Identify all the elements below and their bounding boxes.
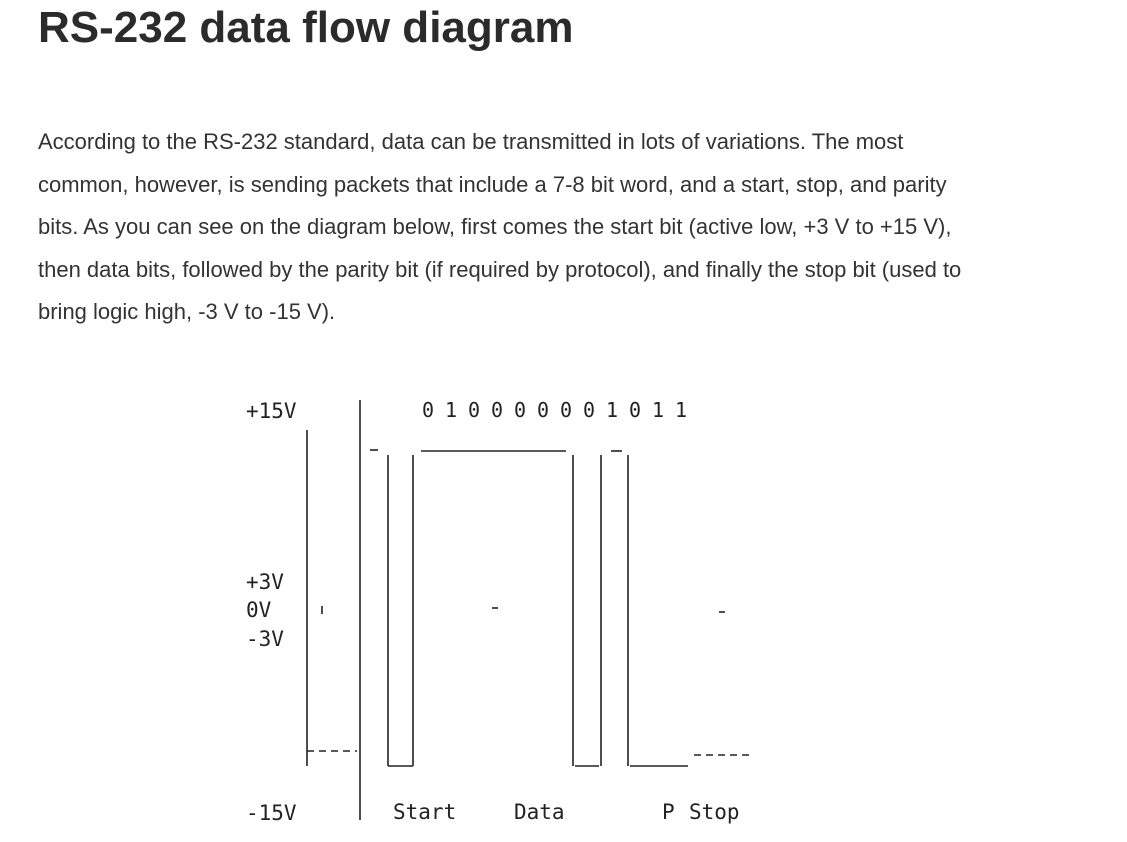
bit-0: 0 bbox=[422, 398, 434, 422]
bit-3: 0 bbox=[491, 398, 503, 422]
bit-7: 0 bbox=[583, 398, 595, 422]
bit-4: 0 bbox=[514, 398, 526, 422]
voltage-label-0v: 0V bbox=[246, 598, 272, 622]
signal-trace bbox=[306, 400, 752, 820]
label-start: Start bbox=[393, 800, 456, 824]
label-data: Data bbox=[514, 800, 565, 824]
bit-1: 1 bbox=[445, 398, 457, 422]
label-parity: P bbox=[662, 800, 675, 824]
bit-5: 0 bbox=[537, 398, 549, 422]
voltage-label-minus3: -3V bbox=[246, 627, 284, 651]
intro-paragraph: According to the RS-232 standard, data c… bbox=[38, 129, 962, 324]
label-stop: Stop bbox=[689, 800, 740, 824]
bit-10: 1 bbox=[652, 398, 664, 422]
bit-sequence: 0 1 0 0 0 0 0 0 1 0 1 1 bbox=[422, 398, 687, 422]
start-bit-pulse bbox=[387, 455, 414, 766]
voltage-label-plus3: +3V bbox=[246, 570, 284, 594]
bit-2: 0 bbox=[468, 398, 480, 422]
page-title: RS-232 data flow diagram bbox=[38, 3, 574, 52]
bit-8: 1 bbox=[606, 398, 618, 422]
bit-11: 1 bbox=[675, 398, 687, 422]
voltage-label-minus15: -15V bbox=[246, 801, 297, 825]
voltage-label-plus15: +15V bbox=[246, 399, 297, 423]
bit-9: 0 bbox=[629, 398, 641, 422]
bit-6: 0 bbox=[560, 398, 572, 422]
